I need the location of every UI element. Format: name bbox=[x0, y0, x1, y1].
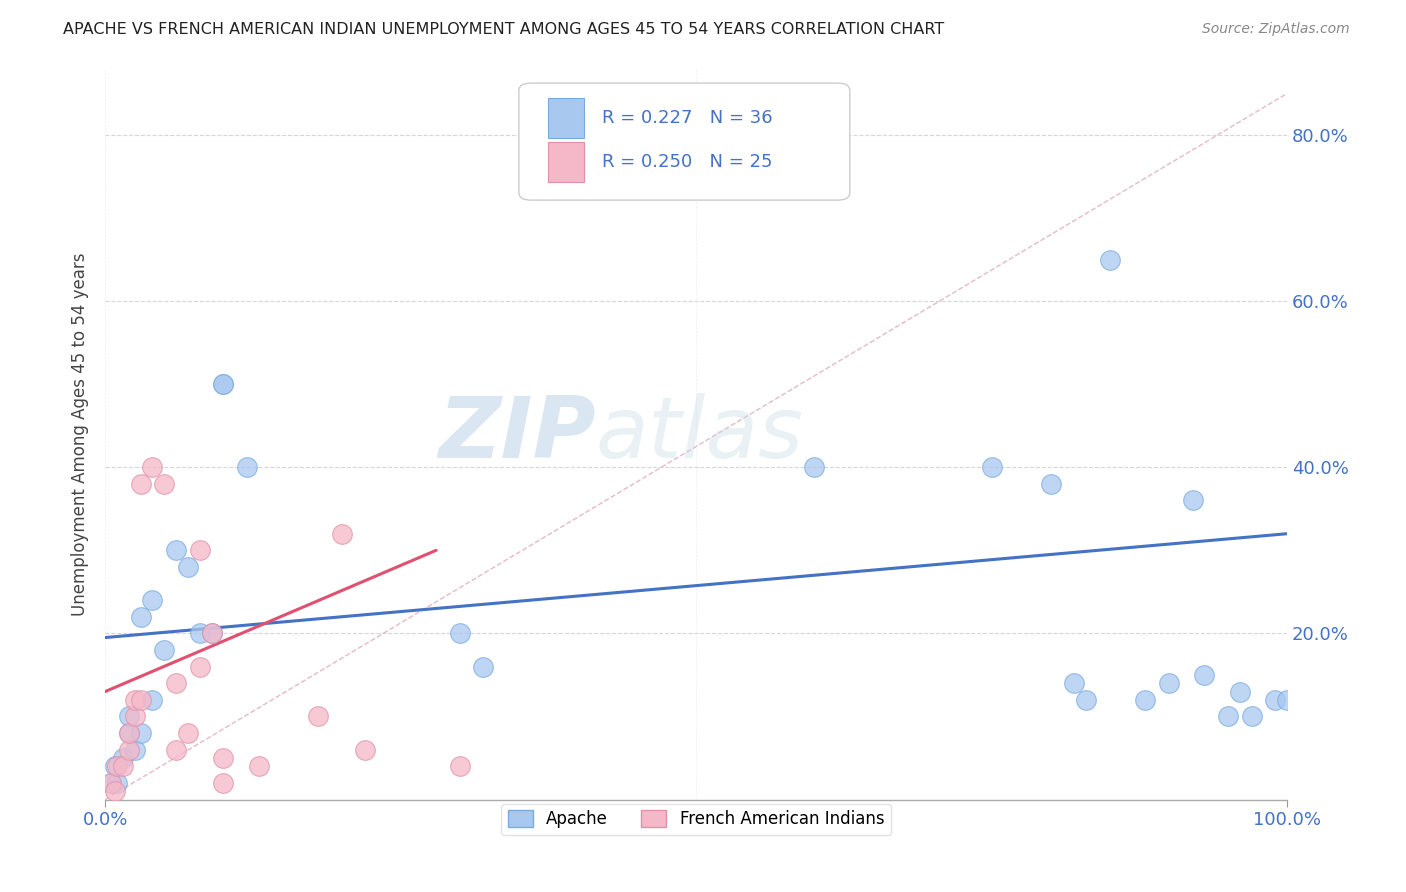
Point bbox=[124, 709, 146, 723]
Point bbox=[105, 776, 128, 790]
Text: R = 0.250   N = 25: R = 0.250 N = 25 bbox=[602, 153, 772, 171]
Text: atlas: atlas bbox=[596, 392, 804, 475]
Point bbox=[212, 377, 235, 392]
Point bbox=[165, 676, 187, 690]
Point bbox=[129, 476, 152, 491]
Legend: Apache, French American Indians: Apache, French American Indians bbox=[501, 804, 891, 835]
Point bbox=[129, 726, 152, 740]
Point bbox=[104, 759, 127, 773]
Point bbox=[1135, 693, 1157, 707]
Point bbox=[1063, 676, 1085, 690]
Point bbox=[129, 693, 152, 707]
Point bbox=[188, 626, 211, 640]
Text: Source: ZipAtlas.com: Source: ZipAtlas.com bbox=[1202, 22, 1350, 37]
Point bbox=[212, 776, 235, 790]
Point bbox=[165, 543, 187, 558]
Point bbox=[354, 742, 377, 756]
Point bbox=[1098, 252, 1121, 267]
Point bbox=[1216, 709, 1239, 723]
Point bbox=[118, 726, 141, 740]
Point bbox=[247, 759, 270, 773]
FancyBboxPatch shape bbox=[519, 83, 849, 200]
Point bbox=[111, 751, 134, 765]
Point bbox=[153, 643, 176, 657]
Point bbox=[1181, 493, 1204, 508]
Text: APACHE VS FRENCH AMERICAN INDIAN UNEMPLOYMENT AMONG AGES 45 TO 54 YEARS CORRELAT: APACHE VS FRENCH AMERICAN INDIAN UNEMPLO… bbox=[63, 22, 945, 37]
Point bbox=[449, 626, 471, 640]
Point bbox=[472, 659, 495, 673]
Point bbox=[111, 759, 134, 773]
Point bbox=[212, 751, 235, 765]
Point bbox=[1275, 693, 1298, 707]
Text: ZIP: ZIP bbox=[439, 392, 596, 475]
Bar bbox=[548, 98, 583, 138]
Point bbox=[177, 726, 200, 740]
Point bbox=[104, 784, 127, 798]
Point bbox=[141, 593, 163, 607]
Point bbox=[153, 476, 176, 491]
Point bbox=[188, 543, 211, 558]
Point bbox=[118, 726, 141, 740]
Point bbox=[124, 742, 146, 756]
Point bbox=[1264, 693, 1286, 707]
Point bbox=[1240, 709, 1263, 723]
Point bbox=[141, 693, 163, 707]
Point bbox=[188, 659, 211, 673]
Text: R = 0.227   N = 36: R = 0.227 N = 36 bbox=[602, 109, 772, 128]
Point bbox=[100, 776, 122, 790]
Point bbox=[1039, 476, 1062, 491]
Point bbox=[236, 460, 259, 475]
Y-axis label: Unemployment Among Ages 45 to 54 years: Unemployment Among Ages 45 to 54 years bbox=[72, 252, 89, 615]
Point bbox=[118, 709, 141, 723]
Point bbox=[1194, 668, 1216, 682]
Point bbox=[330, 526, 353, 541]
Point bbox=[1157, 676, 1180, 690]
Point bbox=[449, 759, 471, 773]
Bar bbox=[548, 142, 583, 182]
Point bbox=[118, 742, 141, 756]
Point bbox=[803, 460, 825, 475]
Point bbox=[1229, 684, 1251, 698]
Point bbox=[177, 560, 200, 574]
Point bbox=[141, 460, 163, 475]
Point bbox=[105, 759, 128, 773]
Point bbox=[165, 742, 187, 756]
Point bbox=[212, 377, 235, 392]
Point bbox=[307, 709, 329, 723]
Point bbox=[200, 626, 222, 640]
Point bbox=[124, 693, 146, 707]
Point bbox=[1076, 693, 1098, 707]
Point bbox=[200, 626, 222, 640]
Point bbox=[980, 460, 1002, 475]
Point bbox=[100, 776, 122, 790]
Point bbox=[129, 609, 152, 624]
